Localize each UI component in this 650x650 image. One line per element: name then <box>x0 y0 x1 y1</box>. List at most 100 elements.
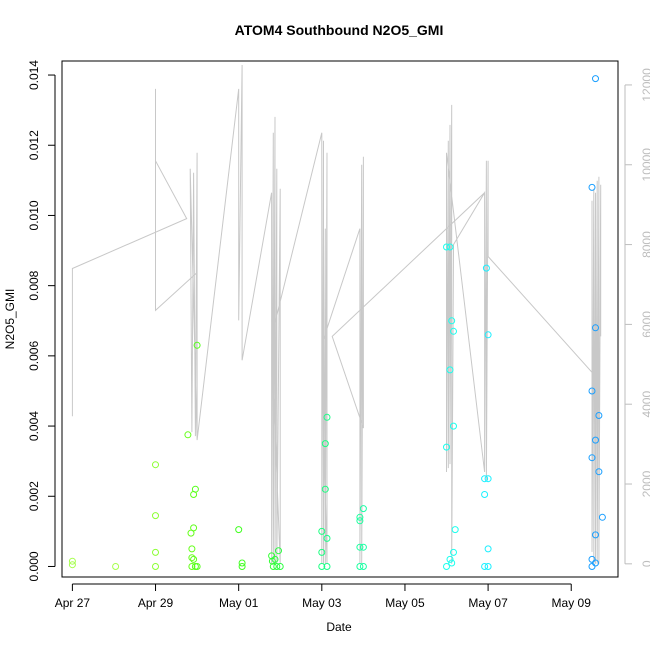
y2-tick-label: 6000 <box>640 311 650 338</box>
data-point <box>269 563 277 570</box>
data-point <box>446 366 454 374</box>
data-point <box>443 443 450 451</box>
data-point <box>318 548 326 556</box>
data-point <box>323 413 331 421</box>
x-tick-label: May 07 <box>468 596 508 610</box>
data-point <box>356 517 364 525</box>
data-point <box>451 526 459 534</box>
y2-tick-label: 12000 <box>640 68 650 102</box>
data-point <box>273 563 281 570</box>
data-point <box>184 431 192 439</box>
y2-tick-label: 4000 <box>640 391 650 418</box>
y2-tick-label: 10000 <box>640 148 650 182</box>
y2-tick-label: 2000 <box>640 470 650 497</box>
data-point <box>275 547 282 555</box>
data-point <box>318 563 326 570</box>
data-points <box>68 75 606 570</box>
data-point <box>276 563 284 570</box>
data-point <box>446 555 454 563</box>
y2-tick-label: 0 <box>640 560 650 567</box>
data-point <box>190 555 198 563</box>
data-point <box>592 75 599 83</box>
data-point <box>588 454 596 462</box>
data-point <box>450 548 457 556</box>
data-point <box>481 563 489 570</box>
data-point <box>588 555 596 563</box>
data-point <box>356 563 364 570</box>
data-point <box>482 264 490 272</box>
y-axis-label: N2O5_GMI <box>3 289 17 350</box>
y-tick-label: 0.004 <box>27 411 41 441</box>
data-point <box>443 563 450 570</box>
data-point <box>481 475 489 483</box>
data-point <box>321 440 329 448</box>
x-tick-label: May 03 <box>302 596 342 610</box>
data-point <box>588 183 596 191</box>
x-tick-label: May 05 <box>385 596 425 610</box>
right-axis-series-line <box>71 64 602 564</box>
data-point <box>484 563 492 570</box>
data-point <box>592 531 599 539</box>
y-tick-label: 0.000 <box>27 551 41 581</box>
data-point <box>321 485 329 493</box>
data-point <box>443 243 450 251</box>
data-point <box>193 341 201 349</box>
data-point <box>152 563 159 570</box>
data-point <box>595 412 603 419</box>
plot-frame <box>61 60 619 578</box>
data-point <box>112 563 120 570</box>
data-point <box>588 387 596 395</box>
y-axis-right: 0 2000 4000 6000 8000 10000 12000 <box>624 68 650 567</box>
x-tick-label: May 09 <box>552 596 592 610</box>
x-tick-label: Apr 27 <box>55 596 91 610</box>
x-axis-label: Date <box>326 620 352 634</box>
y-tick-label: 0.012 <box>27 130 41 160</box>
y-tick-label: 0.002 <box>27 481 41 511</box>
data-point <box>68 557 76 565</box>
x-axis: Apr 27 Apr 29 May 01 May 03 May 05 May 07 May … <box>55 583 592 610</box>
data-point <box>238 559 246 567</box>
data-point <box>188 563 196 570</box>
data-point <box>188 545 196 553</box>
data-point <box>152 512 159 520</box>
data-point <box>446 243 454 251</box>
data-point <box>152 461 159 469</box>
data-point <box>448 559 456 567</box>
y-axis-left: 0.000 0.002 0.004 0.006 0.008 0.010 0.012 0.014 <box>27 60 56 581</box>
data-point <box>152 548 159 556</box>
data-point <box>598 513 606 521</box>
data-point <box>238 563 246 570</box>
data-point <box>484 331 492 339</box>
data-point <box>356 543 364 551</box>
data-point <box>190 524 198 532</box>
data-point <box>450 422 457 430</box>
data-point <box>188 554 196 562</box>
chart-title: ATOM4 Southbound N2O5_GMI <box>235 22 444 38</box>
data-point <box>588 563 596 570</box>
data-point <box>323 563 331 570</box>
y-tick-label: 0.008 <box>27 270 41 300</box>
data-point <box>356 513 364 521</box>
data-point <box>271 555 279 563</box>
y-tick-label: 0.014 <box>27 60 41 90</box>
data-point <box>359 505 367 513</box>
data-point <box>450 327 457 335</box>
data-point <box>592 324 599 332</box>
y2-tick-label: 8000 <box>640 231 650 258</box>
data-point <box>592 559 599 567</box>
data-point <box>595 468 603 476</box>
x-tick-label: Apr 29 <box>138 596 174 610</box>
data-point <box>193 563 201 570</box>
y-tick-label: 0.010 <box>27 200 41 230</box>
data-point <box>592 436 599 444</box>
data-point <box>484 545 492 553</box>
data-point <box>68 561 76 569</box>
data-point <box>318 527 326 535</box>
y-tick-label: 0.006 <box>27 341 41 371</box>
data-point <box>481 491 489 498</box>
data-point <box>359 543 367 551</box>
x-tick-label: May 01 <box>219 596 259 610</box>
data-point <box>191 485 199 493</box>
data-point <box>235 526 243 534</box>
